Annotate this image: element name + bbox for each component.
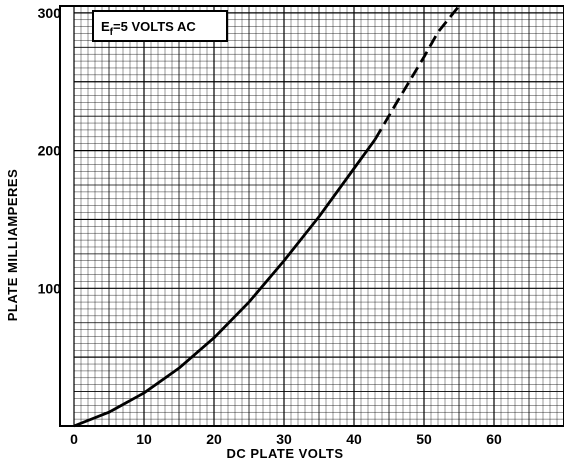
annotation-symbol: E	[101, 19, 110, 34]
curve-dashed-extension	[373, 5, 461, 141]
x-tick-label: 0	[70, 431, 78, 447]
annotation-text: =5 VOLTS AC	[113, 19, 196, 34]
x-tick-label: 40	[346, 431, 362, 447]
y-tick-label: 100	[38, 280, 62, 296]
x-tick-label: 10	[136, 431, 152, 447]
x-tick-label: 30	[276, 431, 292, 447]
x-tick-label: 20	[206, 431, 222, 447]
x-tick-label: 60	[486, 431, 502, 447]
plot-frame	[59, 5, 564, 427]
y-tick-label: 300	[38, 5, 62, 21]
y-axis-label: PLATE MILLIAMPERES	[5, 169, 20, 321]
x-axis-label: DC PLATE VOLTS	[226, 446, 343, 461]
y-tick-label: 200	[38, 143, 62, 159]
grid	[73, 5, 564, 427]
annotation-subscript: f	[110, 27, 114, 38]
annotation-box: Ef=5 VOLTS AC	[92, 10, 228, 42]
svg-text:Ef=5 VOLTS AC: Ef=5 VOLTS AC	[101, 19, 196, 38]
series-group	[73, 5, 461, 428]
x-tick-label: 50	[416, 431, 432, 447]
x-axis-ticks: 0 10 20 30 40 50 60	[70, 431, 502, 447]
curve-solid	[73, 138, 377, 428]
y-axis-ticks: 100 200 300	[38, 5, 62, 296]
